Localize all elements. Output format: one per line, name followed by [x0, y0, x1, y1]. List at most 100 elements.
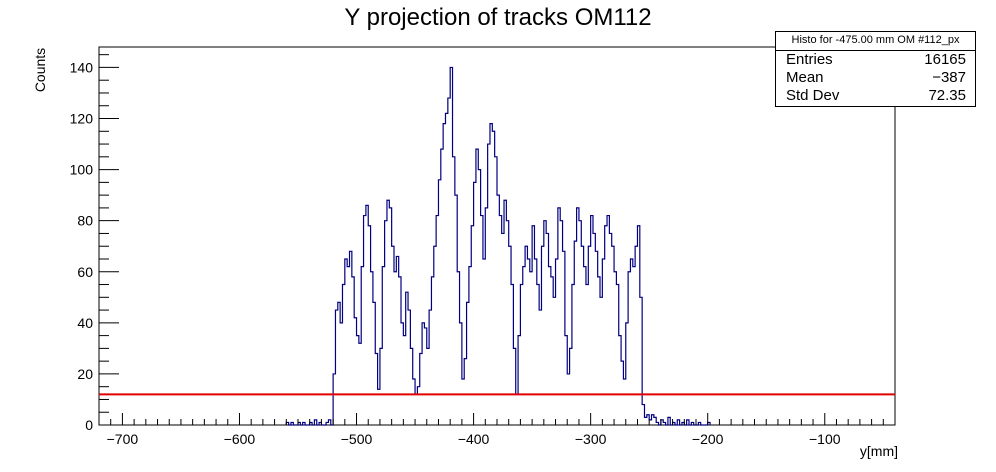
histogram-bin: [333, 374, 335, 425]
histogram-bin: [600, 297, 602, 425]
x-axis-label: y[mm]: [859, 443, 898, 459]
histogram-bin: [509, 246, 511, 425]
stats-row-stddev: Std Dev 72.35: [776, 87, 975, 105]
x-tick-label: −500: [341, 431, 373, 447]
x-tick-label: −300: [575, 431, 607, 447]
histogram-bin: [464, 359, 466, 425]
histogram-bin: [445, 113, 447, 425]
histogram-bin: [593, 233, 595, 425]
histogram-bin: [495, 157, 497, 425]
histogram-bin: [644, 417, 646, 425]
x-tick-label: −200: [692, 431, 724, 447]
histogram-bin: [380, 348, 382, 425]
histogram-bin: [616, 285, 618, 425]
histogram-bin: [373, 302, 375, 425]
histogram-bin: [534, 259, 536, 425]
histogram-bin: [654, 417, 656, 425]
y-tick-label: 100: [70, 162, 94, 178]
histogram-bin: [371, 272, 373, 425]
histogram-bin: [427, 348, 429, 425]
histogram-bin: [401, 323, 403, 425]
histogram-bin: [668, 417, 670, 425]
histogram-bin: [572, 285, 574, 425]
histogram-bin: [326, 422, 328, 425]
histogram-bin: [525, 246, 527, 425]
y-tick-label: 80: [77, 213, 93, 229]
histogram-bin: [602, 259, 604, 425]
histogram-bin: [347, 267, 349, 425]
x-axis: −700 −600 −500 −400 −300 −200 −100: [98, 413, 896, 447]
stats-label: Std Dev: [786, 87, 840, 104]
stats-label: Mean: [786, 69, 824, 86]
y-tick-label: 40: [77, 315, 93, 331]
histogram-bin: [523, 267, 525, 425]
histogram-bin: [394, 272, 396, 425]
histogram-bin: [628, 272, 630, 425]
chart-title: Y projection of tracks OM112: [344, 4, 652, 31]
histogram-bin: [387, 200, 389, 425]
histogram-bin: [345, 259, 347, 425]
histogram-bin: [359, 343, 361, 425]
histogram-bin: [340, 323, 342, 425]
histogram-bin: [652, 415, 654, 425]
histogram-bin: [640, 297, 642, 425]
histogram-bin: [595, 251, 597, 425]
histogram-bin: [556, 259, 558, 425]
histogram-bin: [530, 272, 532, 425]
histogram-bin: [567, 374, 569, 425]
histogram-bin: [539, 310, 541, 425]
plot-frame: [98, 46, 896, 426]
x-tick-label: −600: [224, 431, 256, 447]
histogram-bin: [413, 379, 415, 425]
histogram-bin: [565, 336, 567, 425]
y-tick-label: 60: [77, 264, 93, 280]
histogram-bin: [490, 124, 492, 425]
histogram-bin: [453, 157, 455, 425]
histogram-bin: [488, 144, 490, 425]
histogram-bin: [698, 422, 700, 425]
histogram-bin: [586, 285, 588, 425]
histogram-bin: [450, 67, 452, 425]
histogram-bin: [577, 208, 579, 425]
histogram-bin: [408, 310, 410, 425]
histogram-bin: [443, 124, 445, 425]
histogram-bin: [633, 267, 635, 425]
histogram-bin: [541, 246, 543, 425]
stats-row-mean: Mean −387: [776, 69, 975, 87]
histogram-bin: [462, 379, 464, 425]
histogram-bin: [328, 420, 330, 425]
histogram-bin: [553, 297, 555, 425]
histogram-bin: [403, 336, 405, 425]
histogram-bin: [663, 422, 665, 425]
histogram-bin: [677, 420, 679, 425]
histogram-bin: [558, 208, 560, 425]
stats-value: −387: [932, 69, 966, 86]
histogram-bin: [434, 246, 436, 425]
histogram-bin: [410, 348, 412, 425]
histogram-bin: [291, 422, 293, 425]
histogram-bin: [350, 251, 352, 425]
stats-label: Entries: [786, 51, 833, 68]
histogram-bin: [537, 285, 539, 425]
histogram-bin: [457, 272, 459, 425]
histogram-bin: [483, 259, 485, 425]
x-tick-label: −100: [809, 431, 841, 447]
histogram-bin: [563, 251, 565, 425]
y-tick-label: 120: [70, 111, 94, 127]
histogram-bin: [441, 149, 443, 425]
histogram-bin: [469, 267, 471, 425]
histogram-bars: [285, 66, 711, 426]
stats-value: 16165: [924, 51, 966, 68]
histogram-bin: [619, 336, 621, 425]
histogram-bin: [551, 277, 553, 425]
histogram-bin: [549, 267, 551, 425]
histogram-bin: [497, 195, 499, 425]
histogram-bin: [630, 259, 632, 425]
histogram-bin: [626, 323, 628, 425]
histogram-bin: [366, 205, 368, 425]
histogram-bin: [691, 422, 693, 425]
histogram-bin: [354, 318, 356, 425]
histogram-bin: [527, 259, 529, 425]
histogram-bin: [546, 233, 548, 425]
